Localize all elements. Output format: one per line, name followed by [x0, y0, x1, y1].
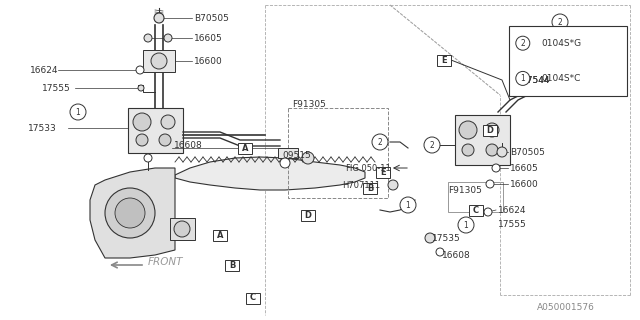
Text: 17555: 17555	[498, 220, 527, 228]
Circle shape	[486, 144, 498, 156]
Text: B: B	[367, 183, 373, 193]
Text: D: D	[305, 211, 312, 220]
Text: 09515: 09515	[282, 150, 311, 159]
Circle shape	[485, 123, 499, 137]
Text: A: A	[242, 143, 248, 153]
Bar	[143, 50, 175, 72]
Text: F91305: F91305	[448, 186, 482, 195]
Text: 16605: 16605	[510, 164, 539, 172]
Text: A: A	[217, 230, 223, 239]
Circle shape	[458, 217, 474, 233]
Text: 1: 1	[406, 201, 410, 210]
Text: B70505: B70505	[510, 148, 545, 156]
Bar	[469, 204, 483, 215]
Circle shape	[459, 121, 477, 139]
Circle shape	[144, 154, 152, 162]
Circle shape	[105, 188, 155, 238]
Bar	[301, 210, 315, 220]
Text: 1: 1	[463, 220, 468, 229]
Circle shape	[516, 71, 530, 85]
Circle shape	[540, 50, 550, 60]
Circle shape	[436, 248, 444, 256]
Circle shape	[136, 66, 144, 74]
Circle shape	[484, 208, 492, 216]
Circle shape	[372, 134, 388, 150]
Bar	[509, 26, 627, 96]
Bar	[170, 218, 195, 240]
Text: 2: 2	[557, 18, 563, 27]
Circle shape	[70, 104, 86, 120]
Bar	[437, 54, 451, 66]
Text: 0104S*C: 0104S*C	[542, 74, 581, 83]
Text: 16600: 16600	[510, 180, 539, 188]
Circle shape	[138, 85, 144, 91]
Bar	[238, 142, 252, 154]
Text: 16605: 16605	[194, 34, 223, 43]
Circle shape	[159, 134, 171, 146]
Circle shape	[133, 113, 151, 131]
Text: 17544: 17544	[522, 76, 550, 84]
Circle shape	[492, 164, 500, 172]
Circle shape	[552, 14, 568, 30]
Text: F91305: F91305	[292, 100, 326, 108]
Text: 17533: 17533	[28, 124, 57, 132]
Circle shape	[280, 158, 290, 168]
Text: 16608: 16608	[442, 251, 471, 260]
Circle shape	[164, 34, 172, 42]
Circle shape	[400, 197, 416, 213]
Text: 2: 2	[429, 140, 435, 149]
Text: E: E	[441, 55, 447, 65]
Circle shape	[516, 36, 530, 50]
Circle shape	[154, 13, 164, 23]
Text: 0104S*G: 0104S*G	[542, 39, 582, 48]
Text: A050001576: A050001576	[537, 303, 595, 313]
Bar	[278, 148, 298, 158]
Text: H707111: H707111	[342, 180, 380, 189]
Text: FIG.050-11: FIG.050-11	[345, 164, 391, 172]
Bar	[376, 166, 390, 178]
Circle shape	[151, 53, 167, 69]
Bar	[363, 182, 377, 194]
Text: C: C	[250, 293, 256, 302]
Polygon shape	[90, 168, 175, 258]
Circle shape	[174, 221, 190, 237]
Text: 17544: 17544	[522, 76, 550, 84]
Circle shape	[115, 198, 145, 228]
Bar	[128, 108, 183, 153]
Bar	[225, 260, 239, 270]
Bar	[213, 229, 227, 241]
Text: 16624: 16624	[498, 205, 527, 214]
Bar	[448, 182, 503, 212]
Bar	[483, 124, 497, 135]
Circle shape	[144, 34, 152, 42]
Text: FRONT: FRONT	[148, 257, 184, 267]
Circle shape	[425, 233, 435, 243]
Circle shape	[388, 180, 398, 190]
Circle shape	[136, 134, 148, 146]
Bar	[246, 292, 260, 303]
Circle shape	[462, 144, 474, 156]
Text: 2: 2	[378, 138, 382, 147]
Circle shape	[302, 152, 314, 164]
Text: 16624: 16624	[30, 66, 58, 75]
Text: 2: 2	[520, 39, 525, 48]
Circle shape	[486, 180, 494, 188]
Text: E: E	[380, 167, 386, 177]
Circle shape	[161, 115, 175, 129]
Polygon shape	[175, 157, 365, 190]
Text: C: C	[473, 205, 479, 214]
Text: B: B	[229, 260, 235, 269]
Text: 17535: 17535	[432, 234, 461, 243]
Bar	[288, 108, 388, 198]
Text: 17555: 17555	[42, 84, 71, 92]
Text: 1: 1	[520, 74, 525, 83]
Bar	[455, 115, 510, 165]
Text: D: D	[486, 125, 493, 134]
Circle shape	[424, 137, 440, 153]
Text: B70505: B70505	[194, 13, 229, 22]
Text: 16600: 16600	[194, 57, 223, 66]
Text: 1: 1	[76, 108, 81, 116]
Circle shape	[497, 147, 507, 157]
Text: 16608: 16608	[174, 140, 203, 149]
